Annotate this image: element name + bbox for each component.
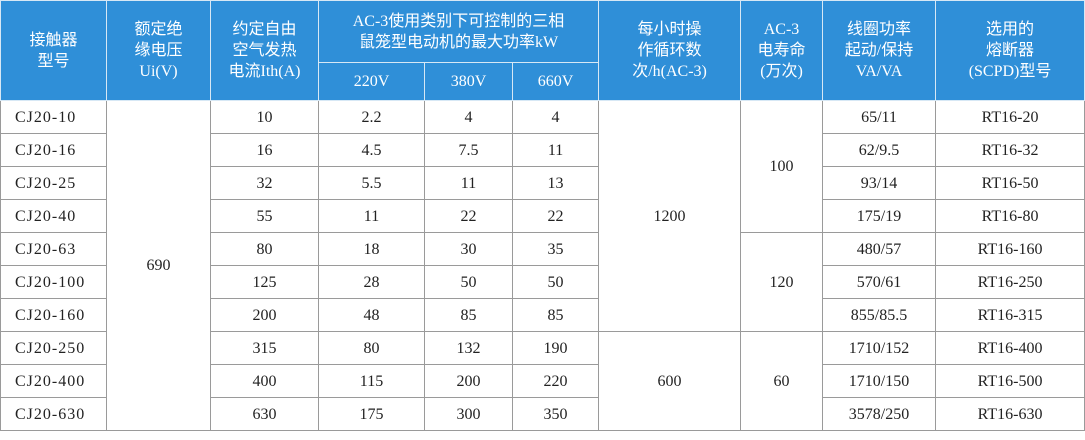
value-cell: 22 xyxy=(424,199,513,233)
value-cell: 125 xyxy=(210,265,319,299)
fuse-cell: RT16-250 xyxy=(935,265,1085,299)
value-cell: 50 xyxy=(511,265,600,299)
model-cell: CJ20-40 xyxy=(0,199,107,233)
value-cell: 50 xyxy=(424,265,513,299)
model-cell: CJ20-160 xyxy=(0,298,107,332)
header-cell: 额定绝 缘电压 Ui(V) xyxy=(106,0,211,101)
value-cell: 32 xyxy=(210,166,319,200)
coil-cell: 175/19 xyxy=(822,199,937,233)
value-cell: 2.2 xyxy=(318,100,425,134)
table-row: CJ20-100 125 28 50 50 570/61 RT16-250 xyxy=(0,265,1085,299)
fuse-cell: RT16-400 xyxy=(935,331,1085,365)
value-cell: 80 xyxy=(318,331,425,365)
table-row: CJ20-250 315 80 132 190 600 60 1710/152 RT16-400 xyxy=(0,331,1085,431)
value-cell: 55 xyxy=(210,199,319,233)
table-row: CJ20-40 55 11 22 22 175/19 RT16-80 xyxy=(0,199,1085,233)
fuse-cell: RT16-20 xyxy=(935,100,1085,134)
header-cell: 约定自由 空气发热 电流Ith(A) xyxy=(210,0,319,101)
value-cell: 315 xyxy=(210,331,319,365)
fuse-cell: RT16-315 xyxy=(935,298,1085,332)
model-cell: CJ20-250 xyxy=(0,331,107,365)
value-cell: 400 xyxy=(210,364,319,398)
value-cell: 22 xyxy=(511,199,600,233)
fuse-cell: RT16-50 xyxy=(935,166,1085,200)
value-cell: 35 xyxy=(511,232,600,266)
value-cell: 11 xyxy=(424,166,513,200)
model-cell: CJ20-63 xyxy=(0,232,107,266)
fuse-cell: RT16-32 xyxy=(935,133,1085,167)
value-cell: 16 xyxy=(210,133,319,167)
model-cell: CJ20-25 xyxy=(0,166,107,200)
coil-cell: 62/9.5 xyxy=(822,133,937,167)
value-cell: 4 xyxy=(511,100,600,134)
model-cell: CJ20-100 xyxy=(0,265,107,299)
cycles-cell: 600 xyxy=(598,331,742,431)
fuse-cell: RT16-160 xyxy=(935,232,1085,266)
header-cell: 选用的 熔断器 (SCPD)型号 xyxy=(935,0,1085,101)
value-cell: 7.5 xyxy=(424,133,513,167)
coil-cell: 93/14 xyxy=(822,166,937,200)
value-cell: 4 xyxy=(424,100,513,134)
coil-cell: 1710/152 xyxy=(822,331,937,365)
fuse-cell: RT16-630 xyxy=(935,397,1085,431)
header-subcell: 220V xyxy=(318,62,425,101)
coil-cell: 3578/250 xyxy=(822,397,937,431)
value-cell: 200 xyxy=(424,364,513,398)
model-cell: CJ20-630 xyxy=(0,397,107,431)
header-subcell: 380V xyxy=(424,62,513,101)
value-cell: 10 xyxy=(210,100,319,134)
value-cell: 85 xyxy=(511,298,600,332)
coil-cell: 1710/150 xyxy=(822,364,937,398)
table-row: CJ20-16 16 4.5 7.5 11 62/9.5 RT16-32 xyxy=(0,133,1085,167)
value-cell: 11 xyxy=(318,199,425,233)
table-row: CJ20-63 80 18 30 35 120 480/57 RT16-160 xyxy=(0,232,1085,332)
value-cell: 350 xyxy=(511,397,600,431)
spec-table: 接触器 型号 额定绝 缘电压 Ui(V) 约定自由 空气发热 电流Ith(A) AC-… xyxy=(0,0,1085,431)
life-cell: 100 xyxy=(740,100,824,233)
header-cell: 接触器 型号 xyxy=(0,0,107,101)
value-cell: 175 xyxy=(318,397,425,431)
model-cell: CJ20-400 xyxy=(0,364,107,398)
coil-cell: 570/61 xyxy=(822,265,937,299)
table-row: CJ20-25 32 5.5 11 13 93/14 RT16-50 xyxy=(0,166,1085,200)
value-cell: 132 xyxy=(424,331,513,365)
life-cell: 60 xyxy=(740,331,824,431)
value-cell: 200 xyxy=(210,298,319,332)
value-cell: 28 xyxy=(318,265,425,299)
value-cell: 4.5 xyxy=(318,133,425,167)
coil-cell: 480/57 xyxy=(822,232,937,266)
coil-cell: 65/11 xyxy=(822,100,937,134)
value-cell: 30 xyxy=(424,232,513,266)
life-cell: 120 xyxy=(740,232,824,332)
header-cell: 线圈功率 起动/保持 VA/VA xyxy=(822,0,937,101)
value-cell: 115 xyxy=(318,364,425,398)
value-cell: 11 xyxy=(511,133,600,167)
model-cell: CJ20-16 xyxy=(0,133,107,167)
header-cell: AC-3 电寿命 (万次) xyxy=(740,0,824,101)
fuse-cell: RT16-500 xyxy=(935,364,1085,398)
cycles-cell: 1200 xyxy=(598,100,742,332)
table-row: CJ20-160 200 48 85 85 855/85.5 RT16-315 xyxy=(0,298,1085,332)
value-cell: 48 xyxy=(318,298,425,332)
header-cell: 每小时操 作循环数 次/h(AC-3) xyxy=(598,0,742,101)
value-cell: 220 xyxy=(511,364,600,398)
table-row: CJ20-400 400 115 200 220 1710/150 RT16-500 xyxy=(0,364,1085,398)
value-cell: 80 xyxy=(210,232,319,266)
value-cell: 13 xyxy=(511,166,600,200)
value-cell: 5.5 xyxy=(318,166,425,200)
header-cell: AC-3使用类别下可控制的三相 鼠笼型电动机的最大功率kW xyxy=(317,0,600,63)
value-cell: 300 xyxy=(424,397,513,431)
header-subcell: 660V xyxy=(511,62,600,101)
coil-cell: 855/85.5 xyxy=(822,298,937,332)
value-cell: 85 xyxy=(424,298,513,332)
fuse-cell: RT16-80 xyxy=(935,199,1085,233)
value-cell: 190 xyxy=(511,331,600,365)
table-row: CJ20-630 630 175 300 350 3578/250 RT16-630 xyxy=(0,397,1085,431)
value-cell: 18 xyxy=(318,232,425,266)
value-cell: 630 xyxy=(210,397,319,431)
table-row: CJ20-10 690 10 2.2 4 4 1200 100 65/11 RT16-20 xyxy=(0,100,1085,431)
voltage-cell: 690 xyxy=(106,100,211,431)
model-cell: CJ20-10 xyxy=(0,100,107,134)
